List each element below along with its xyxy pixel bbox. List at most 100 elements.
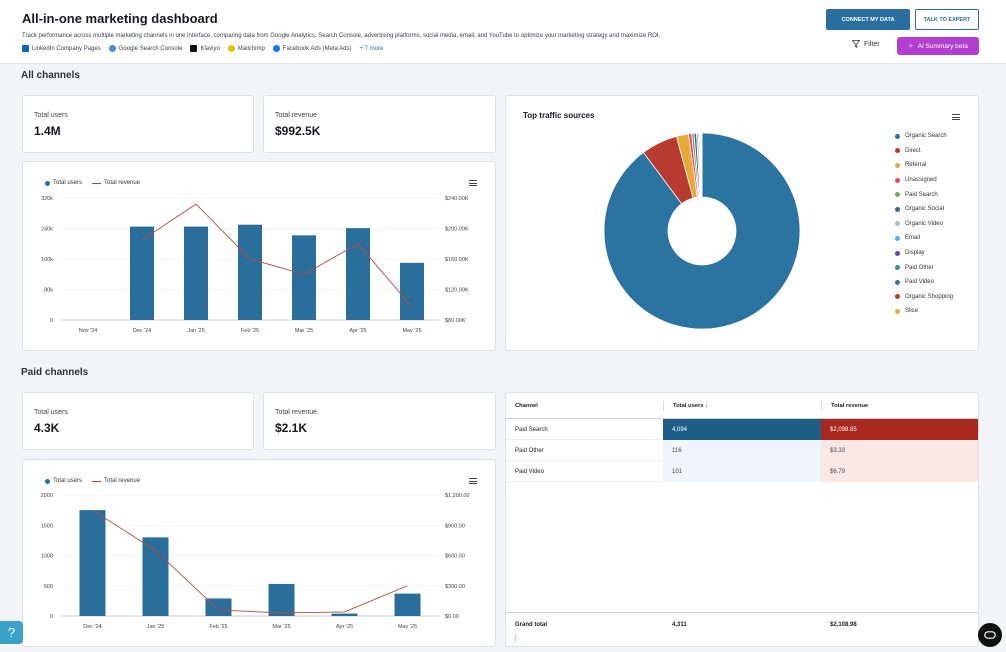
more-sources-link[interactable]: + 7 more	[359, 45, 384, 52]
legend-swatch	[895, 148, 900, 154]
source-mailchimp[interactable]: Mailchimp	[227, 45, 265, 52]
bar-total-users[interactable]	[238, 224, 262, 320]
legend-item-revenue[interactable]: Total revenue	[92, 478, 140, 484]
legend-item-users[interactable]: Total users	[45, 478, 82, 484]
cell-channel: Paid Other	[515, 447, 544, 454]
legend-label: Paid Search	[905, 191, 938, 198]
column-header-total-revenue[interactable]: Total revenue	[831, 393, 979, 418]
y-tick-label-left: 240k	[41, 227, 53, 233]
help-button[interactable]: ?	[0, 621, 23, 644]
legend-item-users[interactable]: Total users	[45, 180, 82, 186]
talk-to-expert-button[interactable]: TALK TO EXPERT	[915, 9, 979, 30]
kpi-card-total-revenue: Total revenue $992.5K	[263, 95, 496, 153]
chart-menu-icon[interactable]	[952, 114, 960, 120]
pie-legend-item[interactable]: Slice	[895, 304, 953, 319]
bar-total-users[interactable]	[331, 613, 358, 616]
source-google-search-console[interactable]: Google Search Console	[108, 45, 182, 52]
x-tick-label: Jan '25	[187, 328, 205, 334]
legend-label: Organic Search	[905, 133, 947, 140]
bar-total-users[interactable]	[268, 583, 295, 616]
cell-users: 4,094	[663, 419, 821, 440]
legend-swatch	[895, 192, 900, 198]
legend-swatch	[45, 180, 50, 186]
bar-total-users[interactable]	[184, 226, 208, 320]
table-row[interactable]: Paid Search 4,094 $2,098.85	[506, 419, 978, 440]
legend-label: Paid Video	[905, 279, 934, 286]
line-total-revenue[interactable]	[141, 203, 413, 308]
y-tick-label-right: $600.00	[445, 554, 465, 560]
source-linkedin[interactable]: LinkedIn Company Pages	[22, 45, 101, 52]
pie-legend-item[interactable]: Organic Search	[895, 129, 953, 144]
legend-swatch	[895, 265, 900, 271]
pie-legend-item[interactable]: Unassigned	[895, 173, 953, 188]
chart-menu-icon[interactable]	[469, 478, 477, 484]
ai-summary-button[interactable]: ✧ AI Summary beta	[897, 37, 979, 55]
line-total-revenue[interactable]	[92, 509, 408, 614]
all-channels-chart: Total users Total revenue 0 $80.00K 80k $12…	[22, 161, 496, 351]
chart-legend: Total users Total revenue	[45, 478, 140, 484]
source-klaviyo[interactable]: Klaviyo	[190, 45, 220, 52]
kpi-label: Total users	[34, 409, 68, 416]
pie-legend-item[interactable]: Organic Video	[895, 217, 953, 232]
x-tick-label: Apr '25	[336, 624, 353, 630]
legend-label: Total users	[53, 180, 83, 186]
table-row[interactable]: Paid Video 101 $6.79	[506, 461, 978, 482]
pie-legend-item[interactable]: Direct	[895, 144, 953, 159]
legend-swatch	[895, 162, 900, 168]
sort-down-icon: ↓	[705, 402, 709, 409]
section-title-paid-channels: Paid channels	[21, 367, 89, 378]
bar-total-users[interactable]	[79, 510, 106, 616]
filter-button[interactable]: Filter	[852, 40, 880, 48]
kpi-label: Total revenue	[275, 112, 318, 119]
cell-total-label: Grand total	[515, 621, 548, 628]
bar-total-users[interactable]	[400, 262, 424, 320]
bar-total-users[interactable]	[130, 226, 154, 320]
legend-swatch	[895, 308, 900, 314]
cell-channel: Paid Video	[515, 468, 544, 475]
pie-legend-item[interactable]: Organic Social	[895, 202, 953, 217]
source-label: LinkedIn Company Pages	[32, 45, 101, 52]
y-tick-label-left: 320k	[41, 196, 53, 202]
y-tick-label-right: $160.00K	[445, 257, 469, 263]
x-tick-label: May '25	[398, 624, 417, 630]
pie-legend-item[interactable]: Paid Search	[895, 187, 953, 202]
bar-total-users[interactable]	[205, 598, 232, 616]
column-header-channel[interactable]: Channel	[515, 393, 663, 418]
y-tick-label-right: $900.00	[445, 523, 465, 529]
bar-total-users[interactable]	[394, 593, 421, 616]
chart-menu-icon[interactable]	[469, 180, 477, 186]
table-row[interactable]: Paid Other 116 $3.33	[506, 440, 978, 461]
pie-legend-item[interactable]: Display	[895, 246, 953, 261]
bar-total-users[interactable]	[142, 537, 169, 616]
pie-legend-item[interactable]: Email	[895, 231, 953, 246]
legend-item-revenue[interactable]: Total revenue	[92, 180, 140, 186]
source-facebook-ads[interactable]: Facebook Ads (Meta Ads)	[272, 45, 352, 52]
pie-legend-item[interactable]: Organic Shopping	[895, 290, 953, 305]
kpi-label: Total users	[34, 112, 68, 119]
y-tick-label-left: 160k	[41, 257, 53, 263]
kpi-card-paid-revenue: Total revenue $2.1K	[263, 392, 496, 450]
question-icon: ?	[7, 625, 16, 640]
column-header-label: Channel	[515, 402, 538, 409]
google-search-console-icon	[108, 45, 116, 52]
drag-handle-icon[interactable]: ⋮	[512, 636, 519, 643]
grand-total-row: Grand total 4,311 $2,108.98	[506, 614, 978, 635]
bar-total-users[interactable]	[346, 228, 370, 320]
ai-summary-label: AI Summary beta	[917, 42, 968, 50]
column-header-total-users[interactable]: Total users ↓	[673, 393, 821, 418]
top-traffic-sources-card: Top traffic sources Organic Search Direct…	[505, 95, 979, 351]
dashboard-header: All-in-one marketing dashboard Track per…	[0, 0, 1006, 64]
connect-my-data-button[interactable]: CONNECT MY DATA	[826, 9, 910, 30]
legend-swatch	[92, 480, 102, 482]
bar-total-users[interactable]	[292, 235, 316, 320]
header-divider	[506, 418, 978, 419]
y-tick-label-left: 1500	[41, 523, 53, 529]
pie-slice[interactable]	[603, 132, 801, 330]
legend-swatch	[895, 133, 900, 139]
chat-button[interactable]	[978, 623, 1002, 647]
pie-legend-item[interactable]: Referral	[895, 158, 953, 173]
pie-legend-item[interactable]: Paid Other	[895, 260, 953, 275]
pie-legend-item[interactable]: Paid Video	[895, 275, 953, 290]
source-label: Facebook Ads (Meta Ads)	[282, 45, 352, 52]
y-tick-label-left: 0	[50, 614, 53, 620]
